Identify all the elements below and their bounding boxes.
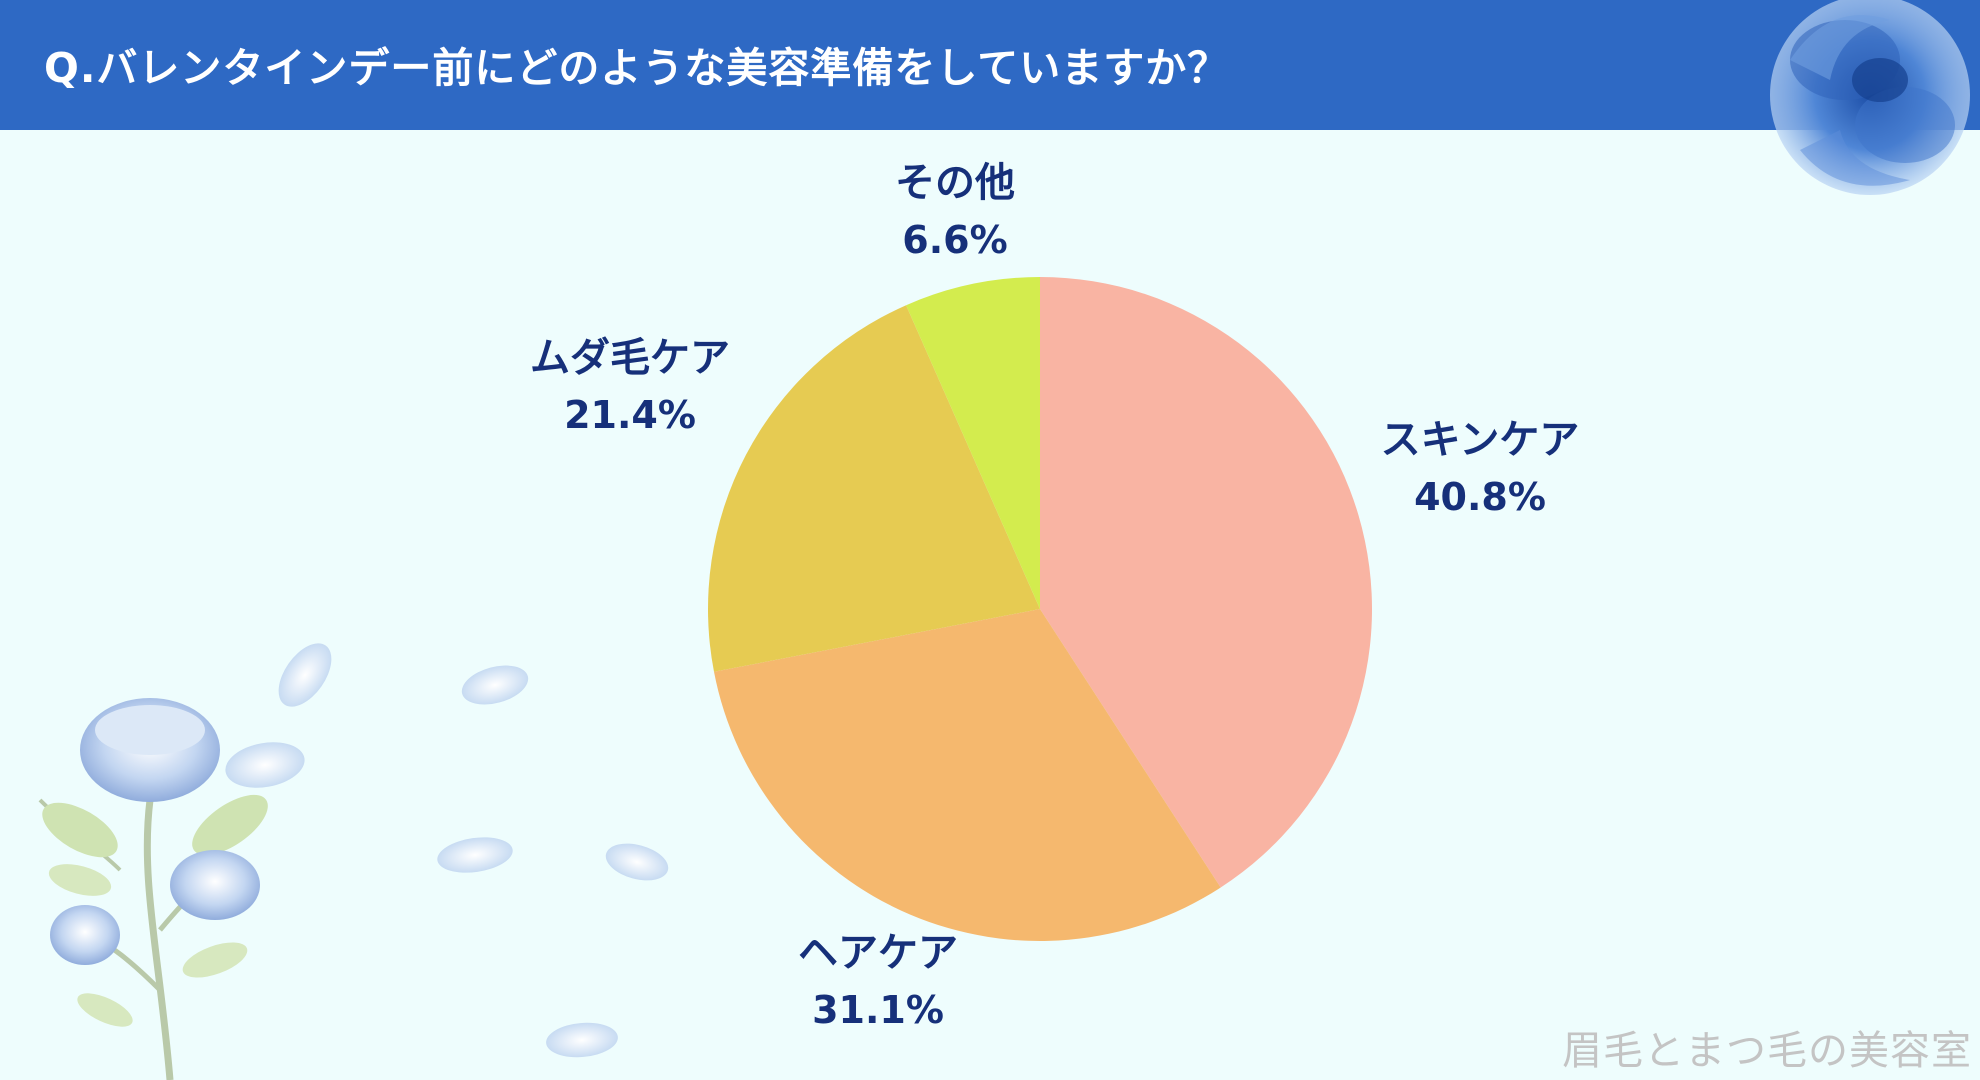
slice-label-skincare: スキンケア 40.8%: [1360, 412, 1600, 526]
page-title: Q.バレンタインデー前にどのような美容準備をしていますか？: [44, 44, 1230, 92]
slice-label-value: 6.6%: [902, 218, 1008, 262]
pie-slice-hair-removal: [708, 305, 1040, 672]
pie-slice-skincare: [1040, 277, 1372, 888]
pie-slice-other: [906, 277, 1040, 609]
slice-label-name: ヘアケア: [798, 930, 958, 976]
rose-branch-icon: [38, 698, 268, 1080]
slice-label-value: 21.4%: [564, 393, 696, 437]
slice-label-value: 31.1%: [812, 988, 944, 1032]
slice-label-value: 40.8%: [1414, 475, 1546, 519]
rose-top-right-icon: [1770, 0, 1970, 195]
slice-label-name: ムダ毛ケア: [530, 335, 730, 381]
pie-slice-haircare: [713, 609, 1221, 941]
slice-label-hair-removal: ムダ毛ケア 21.4%: [500, 330, 760, 444]
slice-label-name: スキンケア: [1380, 417, 1580, 463]
slice-label-name: その他: [895, 160, 1015, 206]
title-bar: Q.バレンタインデー前にどのような美容準備をしていますか？: [0, 0, 1980, 130]
slice-label-haircare: ヘアケア 31.1%: [758, 925, 998, 1039]
watermark: 眉毛とまつ毛の美容室: [1562, 1028, 1972, 1074]
petals-icon: [225, 643, 669, 1058]
slice-label-other: その他 6.6%: [855, 155, 1055, 269]
